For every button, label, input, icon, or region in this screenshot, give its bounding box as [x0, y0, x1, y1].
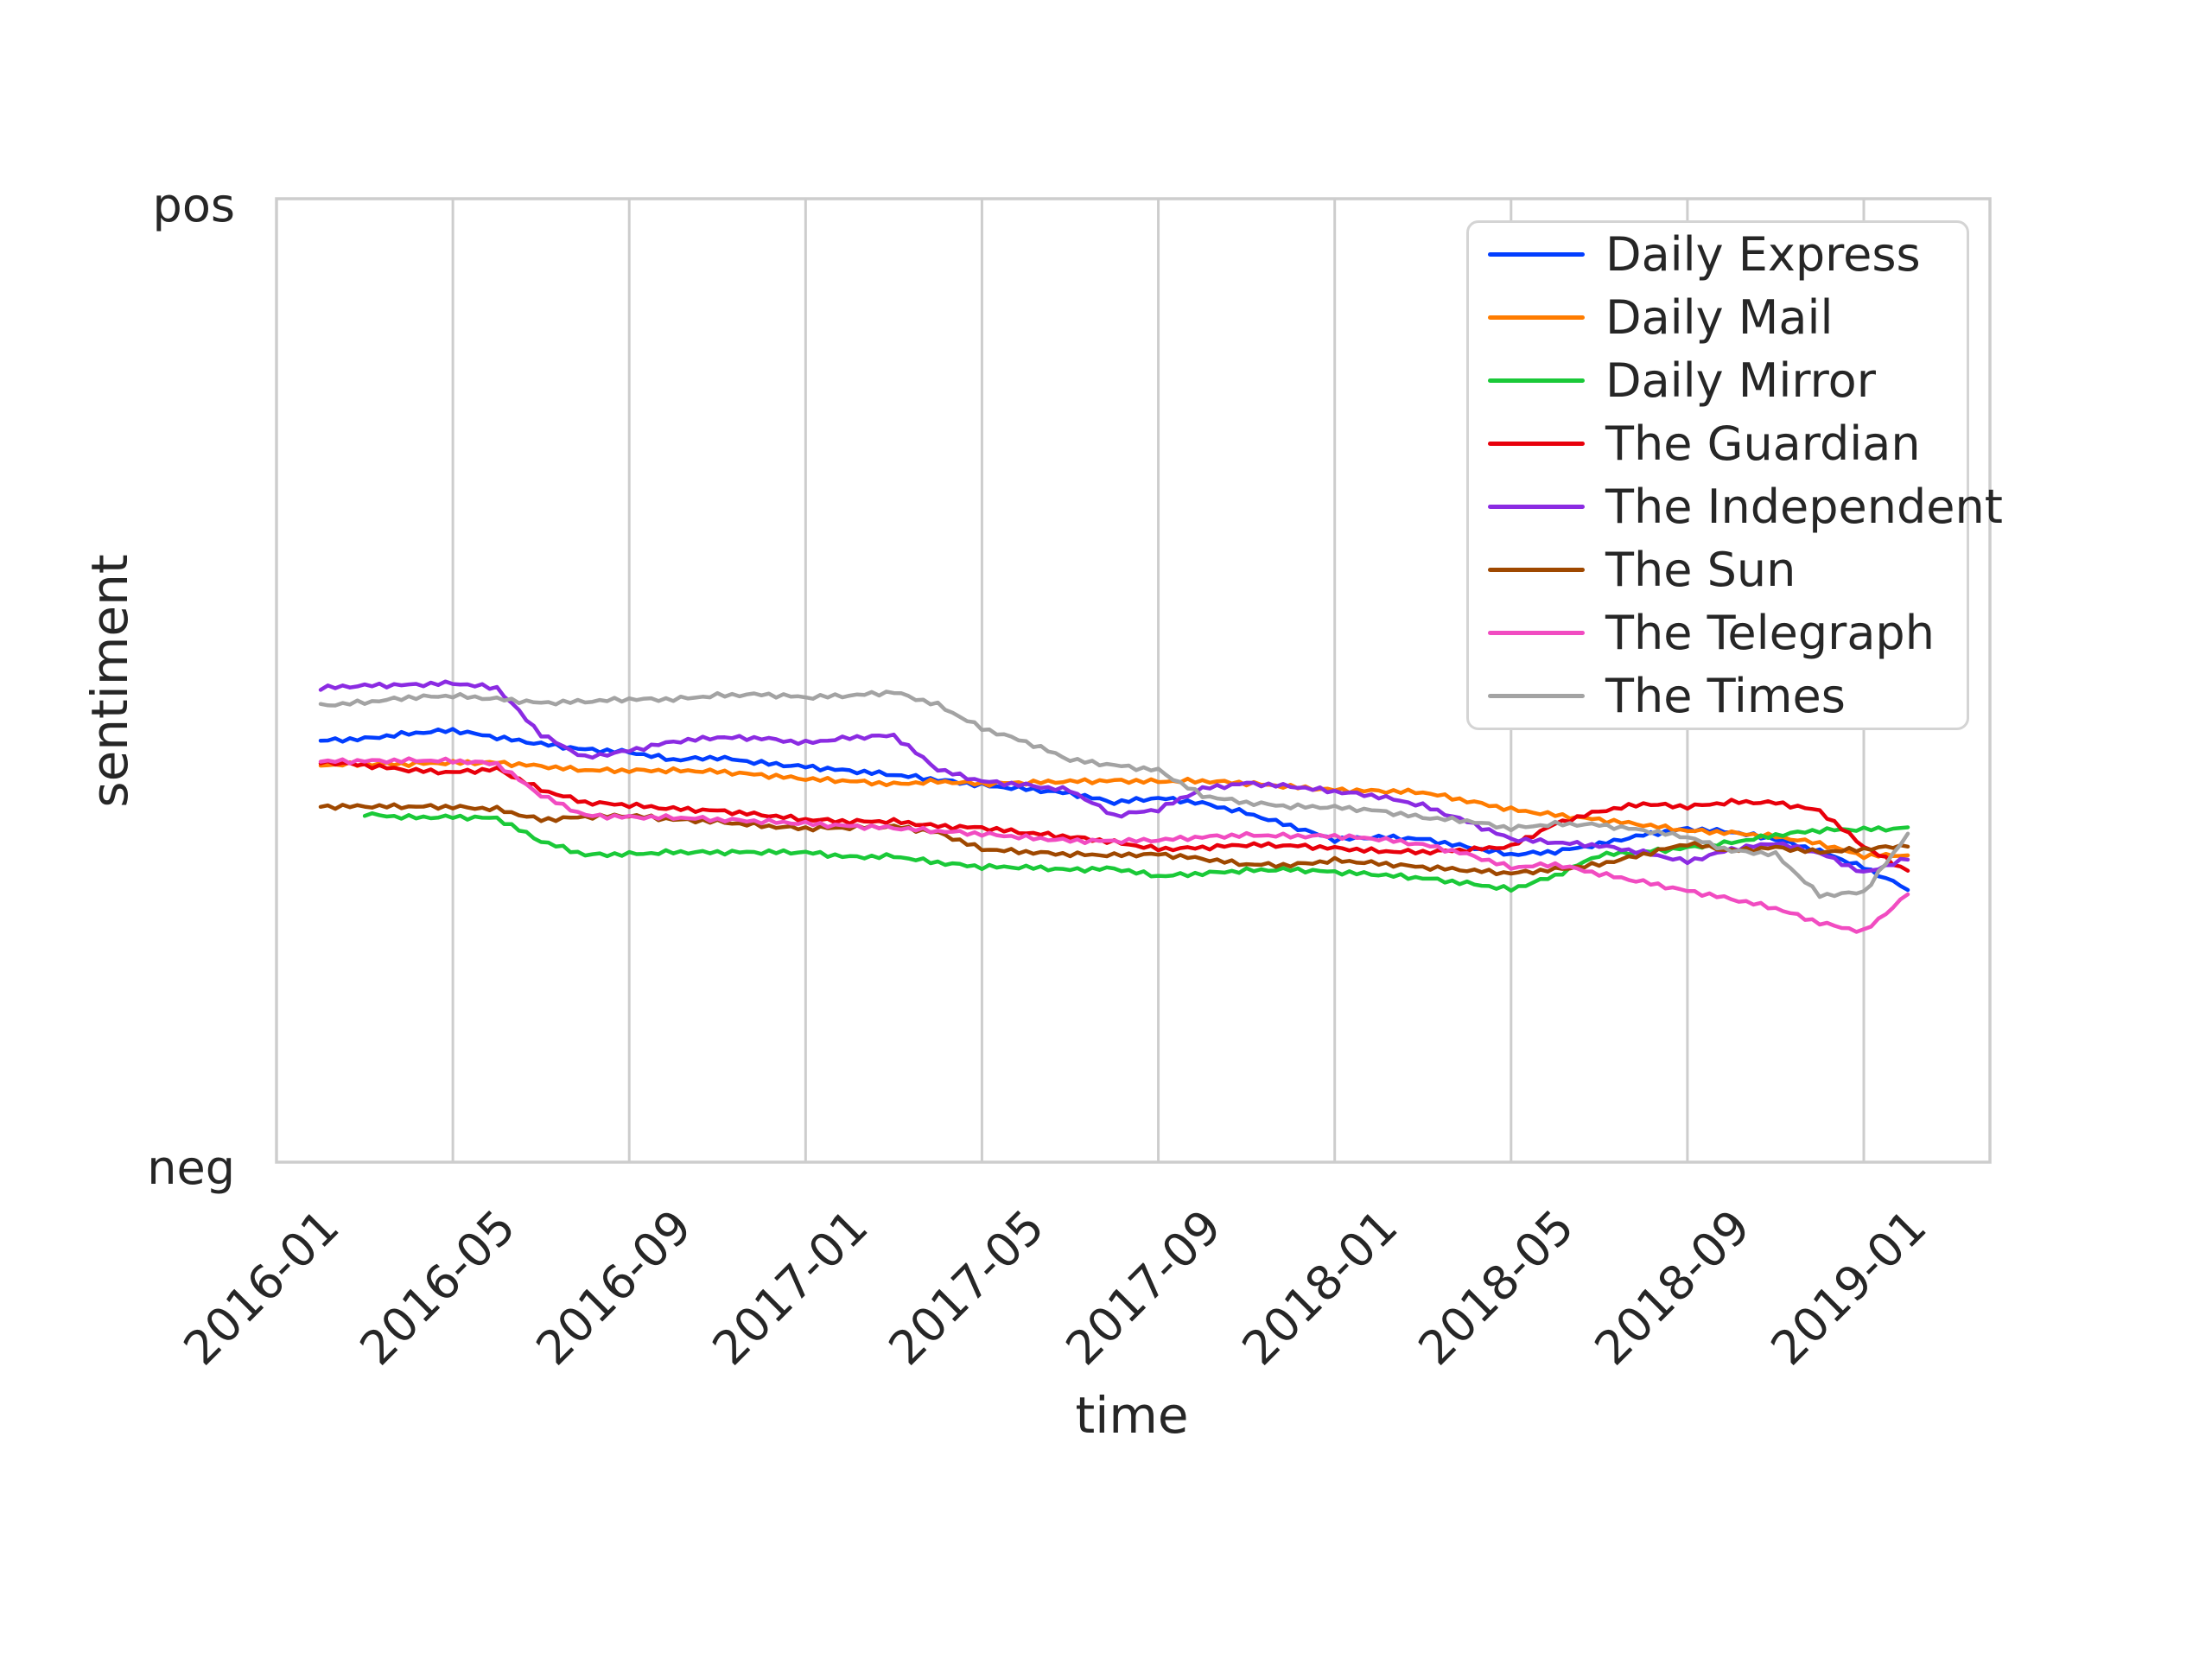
legend-line-swatch [1488, 694, 1585, 698]
legend-item: The Independent [1469, 475, 2003, 538]
legend-label: The Guardian [1605, 416, 1921, 471]
legend-label: Daily Mirror [1605, 353, 1876, 408]
y-axis-label: sentiment [80, 554, 139, 808]
legend-line-swatch [1488, 568, 1585, 572]
legend-label: The Times [1605, 669, 1846, 723]
legend-line-swatch [1488, 442, 1585, 446]
legend-item: Daily Mirror [1469, 349, 1967, 412]
legend-item: Daily Mail [1469, 286, 1967, 349]
legend-label: The Sun [1605, 543, 1796, 597]
legend-item: The Sun [1469, 538, 1967, 601]
legend-item: The Guardian [1469, 412, 1967, 475]
legend-line-swatch [1488, 252, 1585, 257]
x-axis-label: time [1075, 1386, 1189, 1445]
legend-label: Daily Express [1605, 227, 1921, 282]
legend-label: Daily Mail [1605, 290, 1834, 345]
legend-line-swatch [1488, 505, 1585, 509]
legend: Daily Express Daily Mail Daily Mirror The G… [1466, 220, 2003, 730]
legend-label: The Independent [1605, 480, 2003, 534]
y-tick-neg: neg [147, 1141, 235, 1195]
y-tick-pos: pos [152, 178, 235, 232]
legend-line-swatch [1488, 631, 1585, 635]
legend-item: The Telegraph [1469, 601, 1967, 664]
legend-label: The Telegraph [1605, 606, 1935, 660]
legend-item: The Times [1469, 664, 1967, 728]
legend-item: Daily Express [1469, 223, 1967, 286]
legend-line-swatch [1488, 315, 1585, 320]
legend-line-swatch [1488, 378, 1585, 383]
